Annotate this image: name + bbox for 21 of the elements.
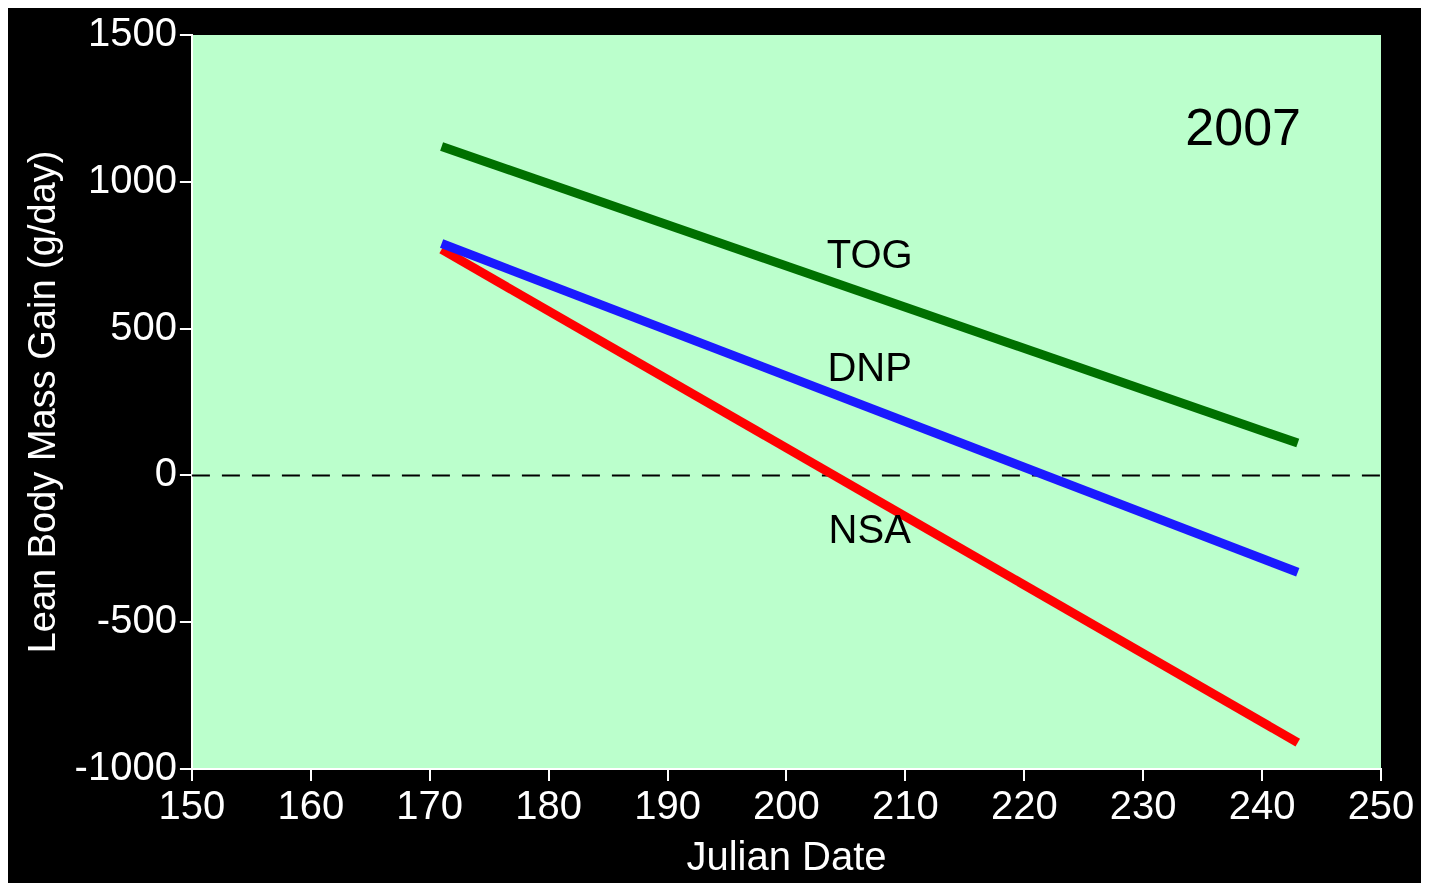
x-tick-label: 240 bbox=[1228, 783, 1296, 828]
y-tick-label: 0 bbox=[154, 450, 177, 495]
x-tick-label: 230 bbox=[1109, 783, 1177, 828]
y-tick-label: 1000 bbox=[87, 156, 177, 201]
x-tick-label: 160 bbox=[277, 783, 345, 828]
y-tick-label: 500 bbox=[110, 303, 177, 348]
series-label: DNP bbox=[827, 344, 912, 389]
y-tick-label: -500 bbox=[96, 597, 177, 642]
y-axis-title: Lean Body Mass Gain (g/day) bbox=[21, 150, 64, 654]
x-tick-label: 190 bbox=[634, 783, 701, 828]
x-tick-label: 210 bbox=[871, 783, 939, 828]
x-tick-label: 200 bbox=[753, 783, 820, 828]
x-tick-label: 170 bbox=[396, 783, 464, 828]
series-label: NSA bbox=[828, 506, 912, 551]
y-tick-label: 1500 bbox=[87, 10, 177, 55]
x-tick-label: 180 bbox=[515, 783, 583, 828]
x-axis-title: Julian Date bbox=[686, 834, 887, 879]
series-label: TOG bbox=[826, 231, 913, 276]
x-tick-label: 250 bbox=[1347, 783, 1415, 828]
annotation: 2007 bbox=[1185, 98, 1301, 157]
x-tick-label: 220 bbox=[990, 783, 1058, 828]
